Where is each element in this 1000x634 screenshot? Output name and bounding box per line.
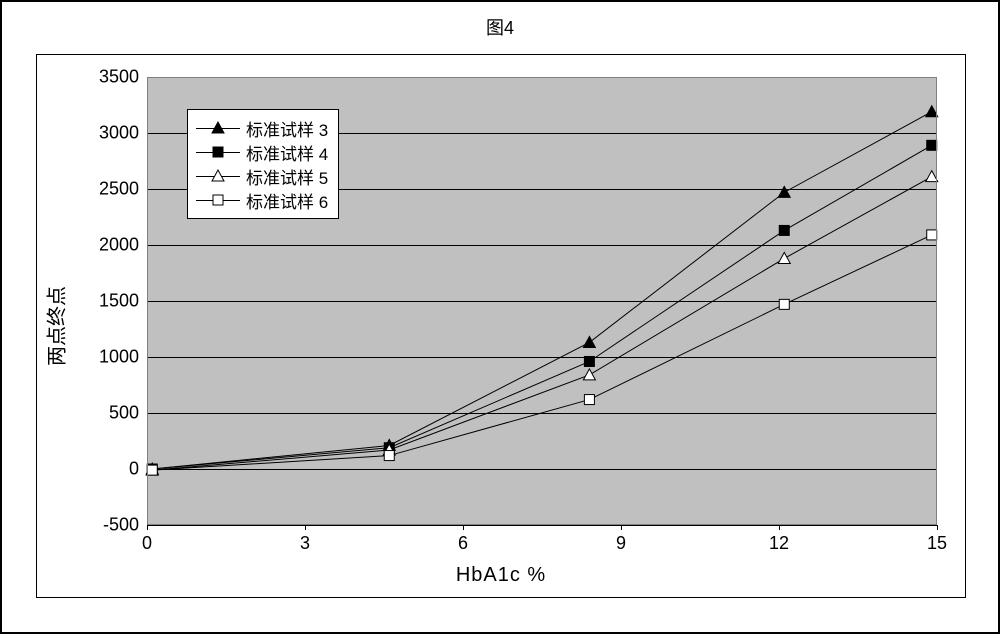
x-tick-label: 0 — [142, 533, 152, 554]
legend-item: 标准试样 6 — [196, 188, 328, 212]
legend-sample — [196, 166, 240, 186]
series-marker — [778, 252, 790, 263]
series-marker — [779, 225, 789, 235]
y-tick-label: 1000 — [69, 347, 139, 368]
series-marker — [927, 230, 937, 240]
legend-item: 标准试样 3 — [196, 116, 328, 140]
legend-label: 标准试样 4 — [246, 140, 328, 165]
x-tick-mark — [621, 525, 622, 530]
x-tick-mark — [305, 525, 306, 530]
series-marker — [779, 299, 789, 309]
x-axis-title: HbA1c % — [456, 564, 546, 587]
y-axis-title: 两点终点 — [41, 286, 70, 366]
series-marker — [147, 465, 157, 475]
y-tick-label: 0 — [69, 459, 139, 480]
series-marker — [778, 186, 790, 197]
series-line — [152, 235, 931, 470]
series-marker — [584, 356, 594, 366]
series-marker — [926, 171, 938, 182]
series-marker — [584, 395, 594, 405]
chart-frame: 两点终点 HbA1c % -50005001000150020002500300… — [36, 54, 966, 598]
y-tick-label: 500 — [69, 403, 139, 424]
series-marker — [384, 451, 394, 461]
y-tick-label: 3500 — [69, 67, 139, 88]
legend-sample — [196, 142, 240, 162]
x-tick-label: 12 — [769, 533, 789, 554]
x-tick-mark — [937, 525, 938, 530]
figure-title: 图4 — [486, 14, 514, 40]
legend: 标准试样 3标准试样 4标准试样 5标准试样 6 — [187, 109, 339, 219]
y-tick-label: 1500 — [69, 291, 139, 312]
gridline-h — [147, 525, 937, 526]
x-tick-label: 15 — [927, 533, 947, 554]
y-tick-label: 2000 — [69, 235, 139, 256]
figure-outer-frame: 图4 两点终点 HbA1c % -50005001000150020002500… — [0, 0, 1000, 634]
x-tick-mark — [463, 525, 464, 530]
x-tick-mark — [147, 525, 148, 530]
legend-label: 标准试样 3 — [246, 116, 328, 141]
legend-sample — [196, 118, 240, 138]
series-marker — [926, 106, 938, 117]
legend-label: 标准试样 6 — [246, 188, 328, 213]
x-tick-label: 6 — [458, 533, 468, 554]
legend-item: 标准试样 5 — [196, 164, 328, 188]
plot-area: 标准试样 3标准试样 4标准试样 5标准试样 6 — [147, 77, 937, 525]
x-tick-label: 9 — [616, 533, 626, 554]
legend-sample — [196, 190, 240, 210]
legend-item: 标准试样 4 — [196, 140, 328, 164]
series-line — [152, 177, 931, 470]
y-tick-label: 2500 — [69, 179, 139, 200]
series-marker — [583, 369, 595, 380]
legend-label: 标准试样 5 — [246, 164, 328, 189]
x-tick-mark — [779, 525, 780, 530]
series-marker — [927, 140, 937, 150]
y-tick-label: 3000 — [69, 123, 139, 144]
x-tick-label: 3 — [300, 533, 310, 554]
series-marker — [583, 336, 595, 347]
y-tick-label: -500 — [69, 515, 139, 536]
